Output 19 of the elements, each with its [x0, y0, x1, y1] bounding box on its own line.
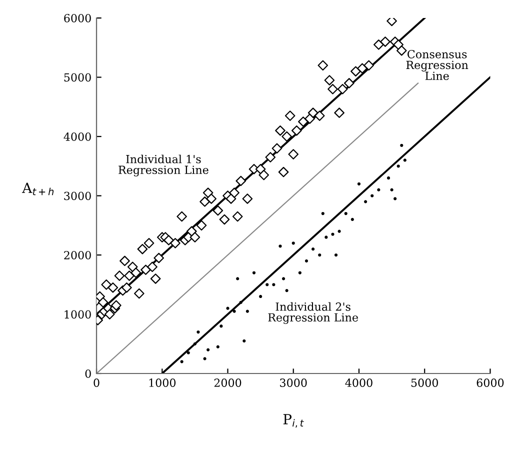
x-tick-label: 6000 [476, 378, 504, 387]
x-tick-label: 0 [94, 378, 100, 387]
x-tick-label: 5000 [411, 378, 438, 387]
text: Individual 1's Regression Line [118, 154, 208, 176]
y-tick-label: 0 [85, 369, 91, 378]
x-tick-label: 1000 [149, 378, 176, 387]
y-axis-title: A$_{t+h}$ [22, 182, 54, 196]
x-tick-label: 3000 [280, 378, 307, 387]
x-tick-label: 4000 [345, 378, 372, 387]
x-tick-label: 2000 [214, 378, 242, 387]
y-tick-label: 3000 [64, 192, 91, 200]
series-label: Consensus Regression Line [406, 50, 468, 80]
y-tick-label: 2000 [64, 250, 91, 260]
x-axis-title: P$_{i,t}$ [283, 414, 304, 428]
y-tick-label: 1000 [64, 310, 91, 319]
y-tick-label: 4000 [64, 132, 91, 141]
series-label: Individual 2's Regression Line [268, 302, 358, 324]
y-tick-label: 6000 [64, 14, 91, 22]
y-tick-label: 5000 [64, 73, 91, 82]
